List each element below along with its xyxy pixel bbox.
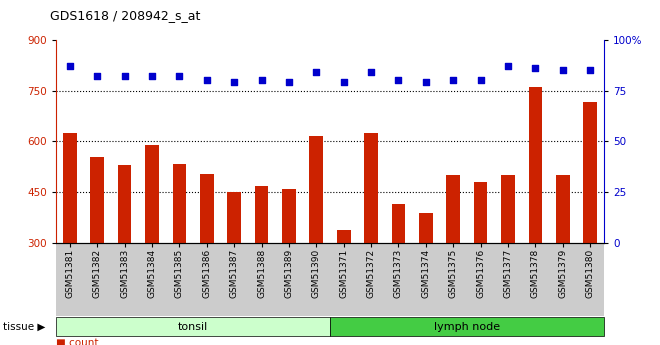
Point	[448, 78, 459, 83]
Point	[284, 80, 294, 85]
Point	[366, 69, 376, 75]
Text: tissue ▶: tissue ▶	[3, 322, 46, 332]
Bar	[391, 204, 405, 243]
Text: ■ count: ■ count	[56, 338, 98, 345]
Bar	[474, 182, 488, 243]
Point	[92, 73, 102, 79]
Bar	[310, 136, 323, 243]
Point	[119, 73, 130, 79]
Point	[339, 80, 349, 85]
Point	[558, 67, 568, 73]
Bar	[364, 133, 378, 243]
Bar	[200, 174, 214, 243]
Text: tonsil: tonsil	[178, 322, 208, 332]
Point	[201, 78, 212, 83]
Text: lymph node: lymph node	[434, 322, 500, 332]
Point	[420, 80, 431, 85]
Bar	[145, 145, 159, 243]
Bar	[282, 189, 296, 243]
Bar	[117, 165, 131, 243]
Point	[174, 73, 185, 79]
Bar	[583, 102, 597, 243]
Point	[530, 66, 541, 71]
Point	[229, 80, 240, 85]
Text: GDS1618 / 208942_s_at: GDS1618 / 208942_s_at	[50, 9, 200, 22]
Point	[503, 63, 513, 69]
Point	[475, 78, 486, 83]
Bar	[501, 175, 515, 243]
Bar	[446, 175, 460, 243]
Bar	[529, 87, 543, 243]
Bar	[63, 133, 77, 243]
Point	[585, 67, 595, 73]
Bar	[227, 192, 241, 243]
Bar	[337, 230, 350, 243]
Point	[311, 69, 321, 75]
Point	[147, 73, 157, 79]
Bar	[172, 164, 186, 243]
Point	[393, 78, 404, 83]
Bar	[255, 186, 269, 243]
Point	[256, 78, 267, 83]
Bar	[90, 157, 104, 243]
Bar	[419, 213, 433, 243]
Point	[65, 63, 75, 69]
Bar	[556, 175, 570, 243]
